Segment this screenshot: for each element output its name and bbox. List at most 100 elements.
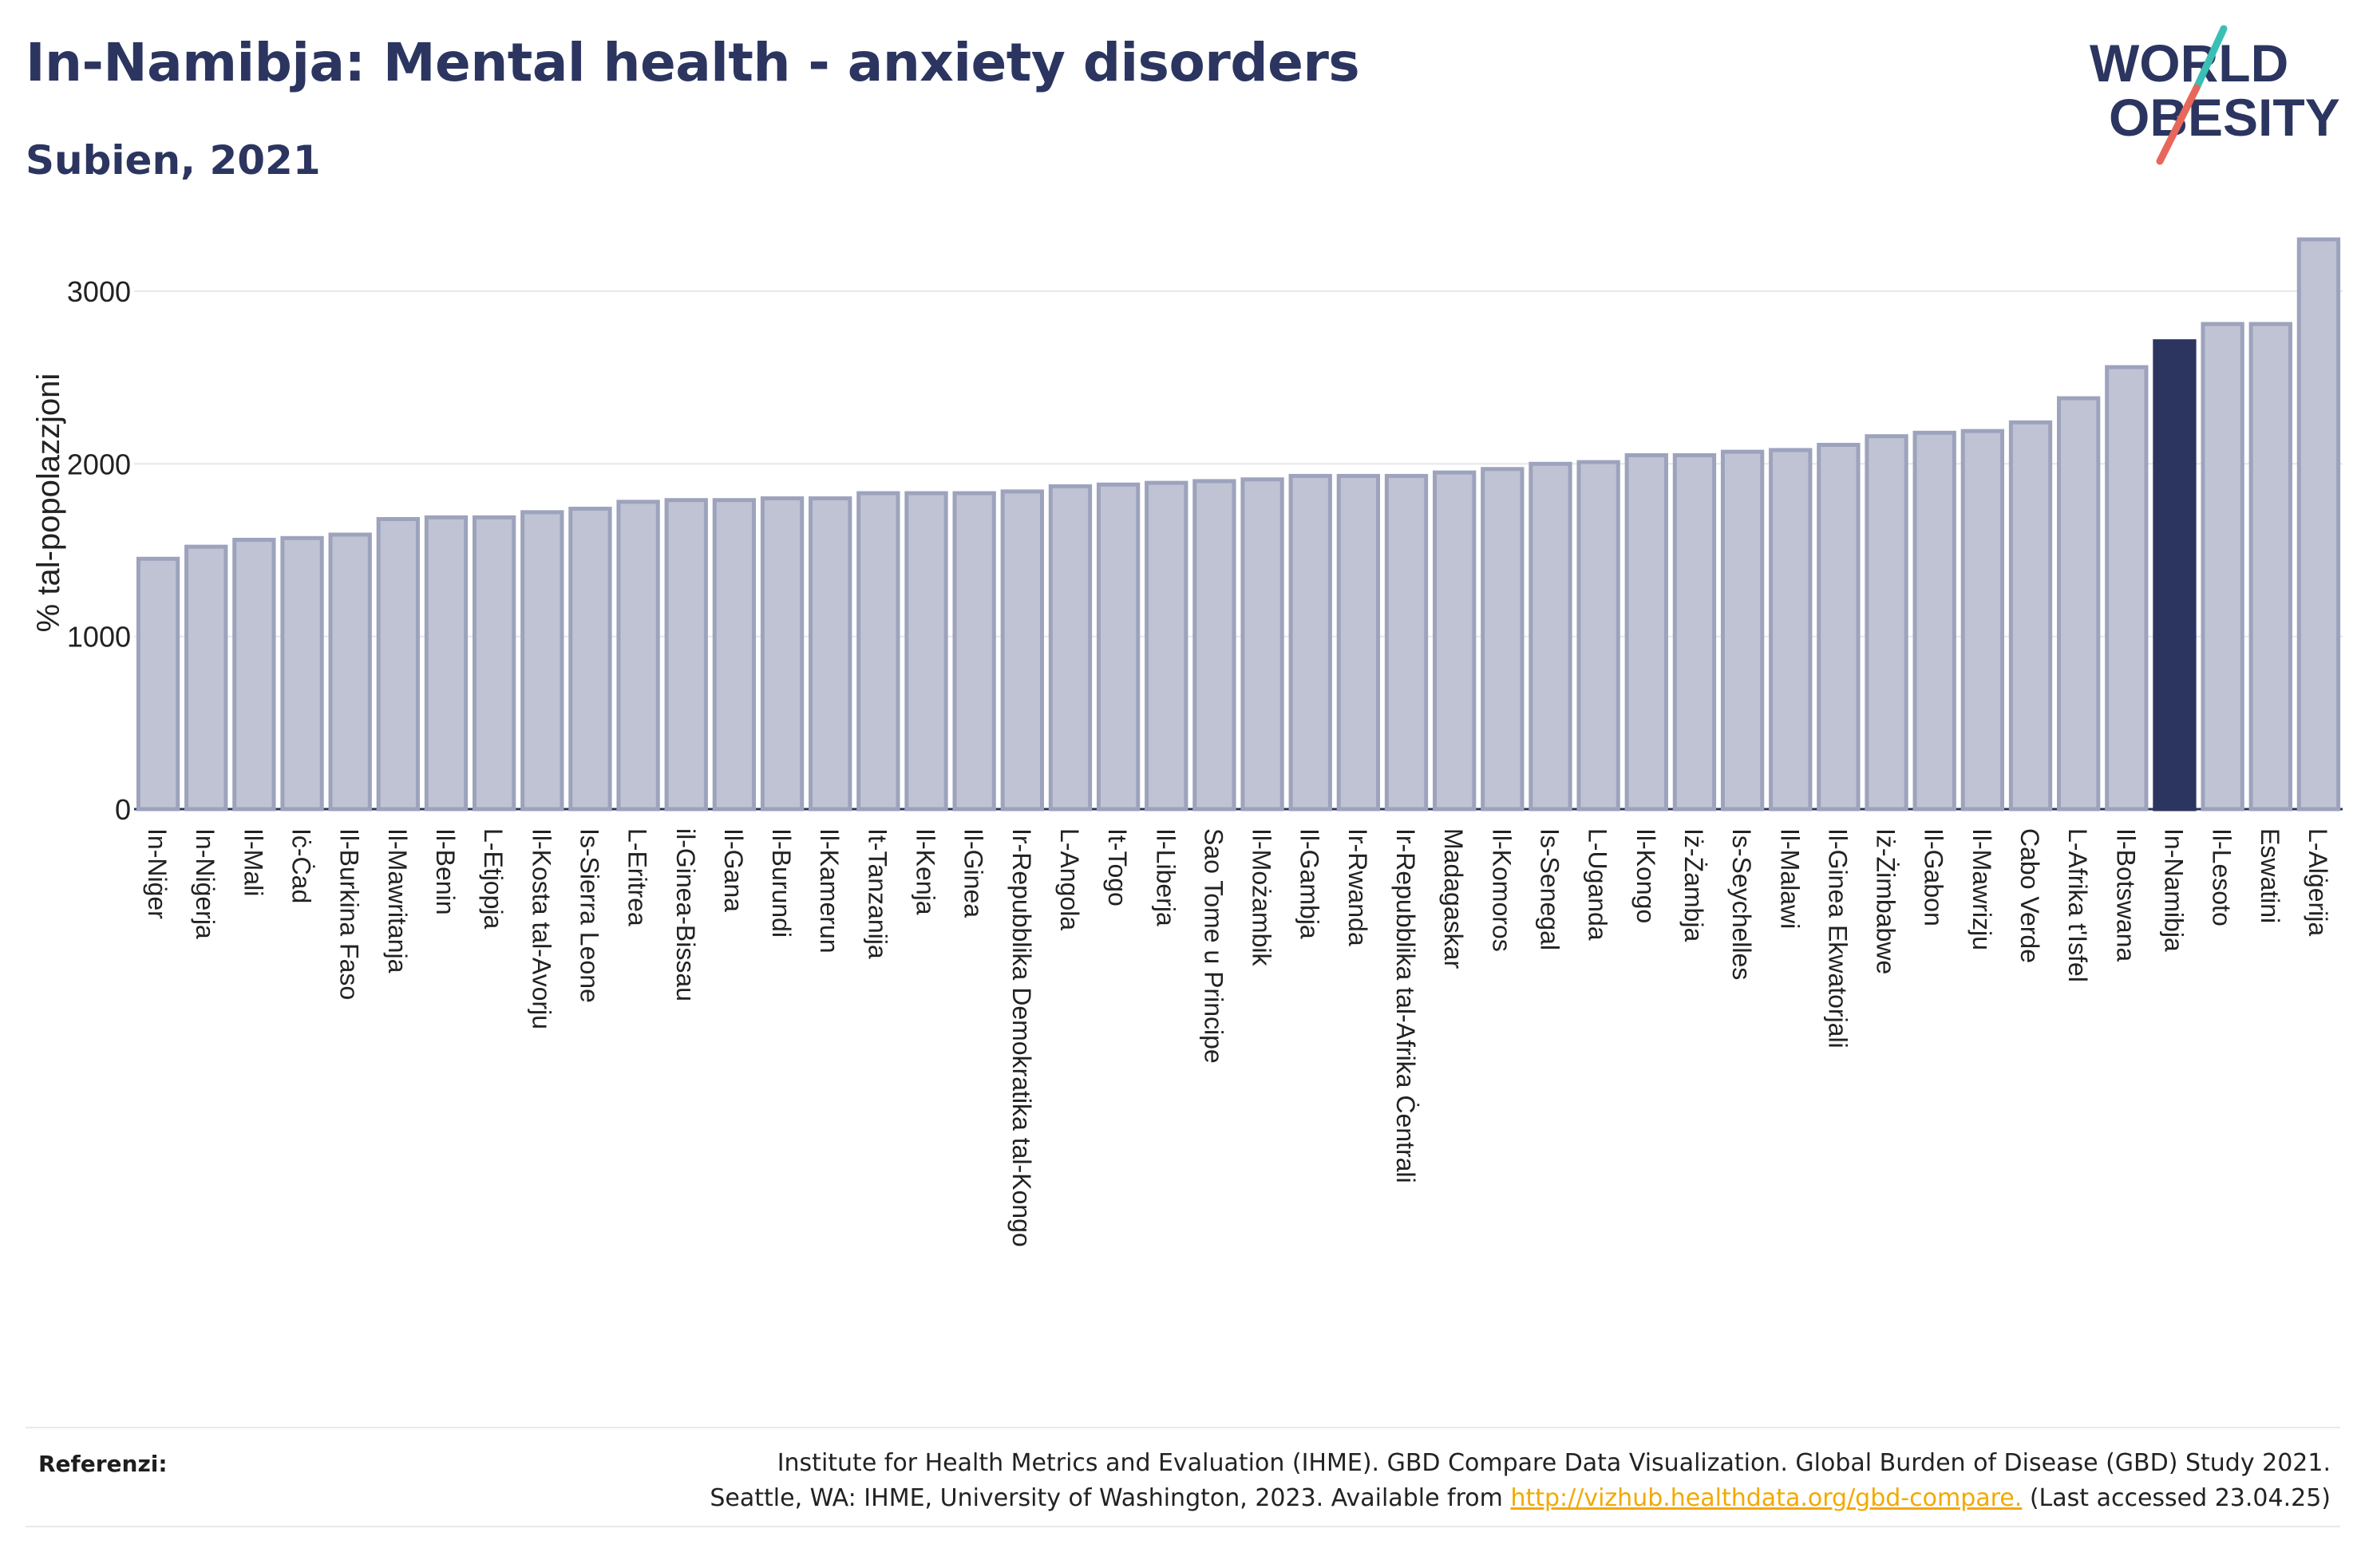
reference-line-2: Seattle, WA: IHME, University of Washing… xyxy=(710,1484,2331,1512)
x-tick-label: Il-Gambja xyxy=(1295,828,1324,939)
reference-line-2-accessed: (Last accessed 23.04.25) xyxy=(2029,1484,2331,1512)
bar xyxy=(136,556,180,812)
bar xyxy=(520,510,564,812)
bar xyxy=(1000,489,1044,812)
x-tick-label: Il-Mawrizju xyxy=(1968,828,1996,950)
x-tick-label: It-Togo xyxy=(1103,828,1132,906)
bar xyxy=(232,537,276,812)
x-tick-label: Cabo Verde xyxy=(2015,828,2044,963)
x-tick-label: Is-Seychelles xyxy=(1727,828,1756,980)
bar xyxy=(328,532,372,812)
bar xyxy=(2105,365,2149,812)
x-tick-label: Ir-Repubblika tal-Afrika Ċentrali xyxy=(1391,828,1420,1183)
bar xyxy=(616,500,660,812)
x-tick-label: Sao Tome u Principe xyxy=(1199,828,1228,1064)
x-tick-label: Iż-Żambja xyxy=(1679,828,1708,942)
x-tick-label: Il-Malawi xyxy=(1775,828,1804,929)
bar xyxy=(2201,322,2244,812)
bar xyxy=(472,515,516,812)
y-tick-label: 0 xyxy=(115,793,131,826)
bar xyxy=(1960,429,2005,812)
x-tick-label: Il-Kongo xyxy=(1631,828,1660,923)
x-tick-label: Madagaskar xyxy=(1439,828,1468,969)
x-tick-label: It-Tanzanija xyxy=(863,828,892,959)
bars xyxy=(136,237,2341,812)
x-tick-label: Il-Gabon xyxy=(1920,828,1948,926)
x-tick-label: il-Ginea-Bissau xyxy=(671,828,700,1001)
bar xyxy=(1433,470,1477,812)
y-tick-label: 2000 xyxy=(67,448,131,480)
y-axis: 0 1000 2000 3000 xyxy=(67,275,131,826)
logo-text-obesity: OBESITY xyxy=(2109,88,2340,147)
bar xyxy=(1529,461,1572,812)
logo-slash-teal xyxy=(2193,25,2228,92)
x-tick-label: L-Angola xyxy=(1055,828,1084,930)
x-tick-label: L-Alġerija xyxy=(2304,828,2332,936)
x-tick-label: Ir-Rwanda xyxy=(1343,828,1372,946)
bar xyxy=(1145,480,1188,812)
bar xyxy=(1769,448,1813,812)
bar xyxy=(1912,430,1956,812)
bar xyxy=(280,535,324,812)
logo-text-world: WORLD xyxy=(2090,34,2288,93)
bar xyxy=(664,498,708,812)
x-tick-label: Iż-Żimbabwe xyxy=(1872,828,1900,974)
divider xyxy=(26,1427,2340,1428)
y-tick-label: 3000 xyxy=(67,275,131,308)
x-tick-label: Il-Ginea Ekwatorjali xyxy=(1823,828,1852,1049)
x-tick-label: Il-Burundi xyxy=(767,828,796,938)
references-label: Referenzi: xyxy=(38,1451,168,1477)
x-tick-label: L-Afrika t'Isfel xyxy=(2063,828,2092,982)
x-tick-label: Il-Możambik xyxy=(1248,828,1276,966)
bar xyxy=(1288,473,1332,812)
x-tick-label: Il-Kosta tal-Avorju xyxy=(527,828,556,1029)
x-axis: In-Niġer In-Niġerja Il-Mali Iċ-Ċad Il-Burkin… xyxy=(143,828,2332,1247)
bar xyxy=(1048,484,1093,812)
reference-line-1: Institute for Health Metrics and Evaluat… xyxy=(777,1449,2331,1477)
x-tick-label: Is-Senegal xyxy=(1535,828,1564,950)
x-tick-label: In-Niġer xyxy=(143,828,172,919)
gbd-compare-link[interactable]: http://vizhub.healthdata.org/gbd-compare… xyxy=(1510,1484,2023,1512)
bar xyxy=(856,491,900,812)
logo-slash-coral xyxy=(2156,84,2201,165)
bar xyxy=(760,496,805,812)
x-tick-label: L-Uganda xyxy=(1584,828,1612,941)
x-tick-label: Il-Mali xyxy=(239,828,267,896)
x-tick-label: Is-Sierra Leone xyxy=(575,828,603,1003)
bar xyxy=(1240,477,1284,812)
bar xyxy=(1336,473,1381,812)
x-tick-label: Il-Ginea xyxy=(959,828,988,918)
bar xyxy=(1096,482,1141,812)
bar xyxy=(1384,473,1429,812)
y-axis-label: % tal-popolazzjoni xyxy=(31,373,66,633)
bar xyxy=(809,496,852,812)
x-tick-label: In-Namibja xyxy=(2159,828,2188,952)
x-tick-label: Il-Lesoto xyxy=(2208,828,2236,926)
bar xyxy=(2296,237,2341,812)
divider xyxy=(26,1526,2340,1527)
bar xyxy=(1576,460,1620,812)
bar xyxy=(1672,452,1717,812)
bar xyxy=(2057,396,2101,812)
bar xyxy=(568,507,612,812)
bar xyxy=(2008,420,2053,812)
x-tick-label: Il-Komoros xyxy=(1487,828,1516,952)
x-tick-label: Eswatini xyxy=(2256,828,2284,923)
x-tick-label: Il-Gana xyxy=(719,828,748,912)
bar xyxy=(2248,322,2292,812)
bar xyxy=(2153,339,2197,812)
bar xyxy=(424,515,469,812)
x-tick-label: Il-Mawritanja xyxy=(383,828,412,974)
bar xyxy=(952,491,996,812)
x-tick-label: Il-Benin xyxy=(431,828,460,915)
world-obesity-logo: WORLD OBESITY xyxy=(2090,25,2340,165)
bar xyxy=(712,498,757,812)
x-tick-label: Iċ-Ċad xyxy=(287,828,316,903)
y-tick-label: 1000 xyxy=(67,621,131,654)
reference-line-2-text: Seattle, WA: IHME, University of Washing… xyxy=(710,1484,1503,1512)
bar xyxy=(376,517,420,812)
bar xyxy=(1624,452,1668,812)
x-tick-label: L-Etjopja xyxy=(479,828,508,930)
chart-subtitle: Subien, 2021 xyxy=(26,137,321,184)
